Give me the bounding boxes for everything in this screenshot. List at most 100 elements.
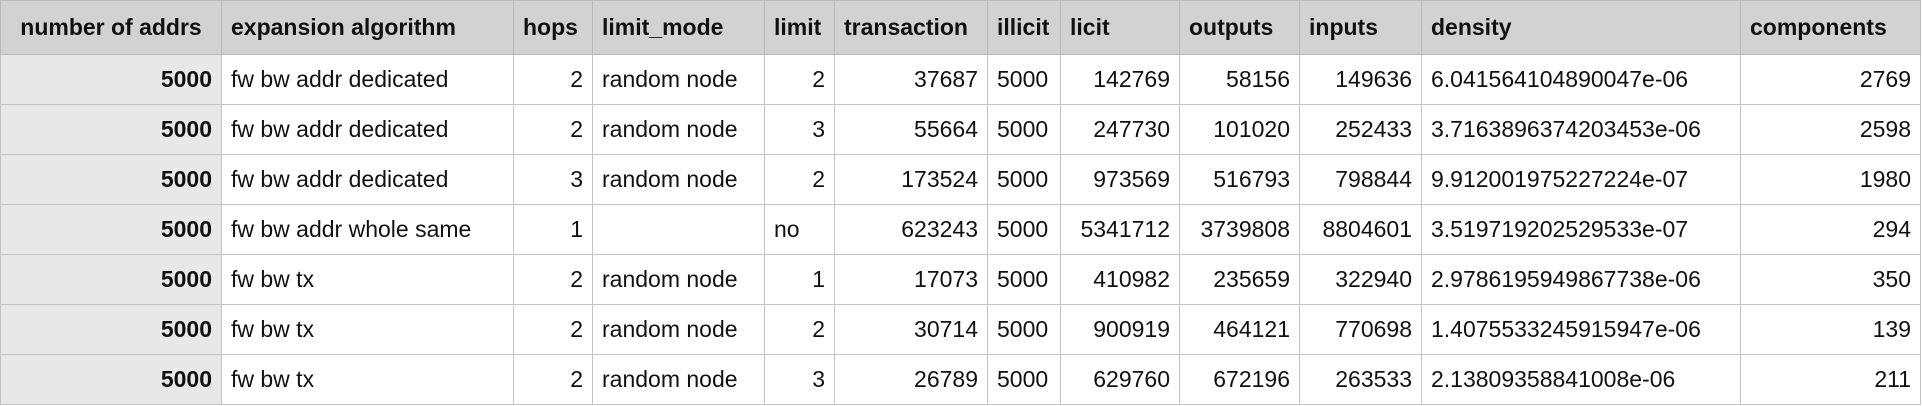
col-header-illicit[interactable]: illicit (987, 0, 1061, 55)
col-header-transaction[interactable]: transaction (834, 0, 988, 55)
cell-number-of-addrs[interactable]: 5000 (0, 104, 222, 155)
cell-licit[interactable]: 629760 (1060, 354, 1180, 405)
cell-density[interactable]: 9.912001975227224e-07 (1421, 154, 1741, 205)
cell-limit-mode[interactable]: random node (592, 354, 765, 405)
cell-density[interactable]: 2.13809358841008e-06 (1421, 354, 1741, 405)
cell-outputs[interactable]: 58156 (1179, 54, 1300, 105)
cell-expansion-algorithm[interactable]: fw bw tx (221, 254, 514, 305)
cell-inputs[interactable]: 798844 (1299, 154, 1422, 205)
cell-licit[interactable]: 973569 (1060, 154, 1180, 205)
col-header-limit-mode[interactable]: limit_mode (592, 0, 765, 55)
table-row[interactable]: 5000 fw bw tx 2 random node 3 26789 5000… (0, 354, 1921, 405)
cell-components[interactable]: 1980 (1740, 154, 1921, 205)
cell-illicit[interactable]: 5000 (987, 154, 1061, 205)
cell-inputs[interactable]: 149636 (1299, 54, 1422, 105)
cell-transaction[interactable]: 30714 (834, 304, 988, 355)
cell-components[interactable]: 211 (1740, 354, 1921, 405)
table-row[interactable]: 5000 fw bw tx 2 random node 2 30714 5000… (0, 304, 1921, 355)
cell-components[interactable]: 139 (1740, 304, 1921, 355)
col-header-inputs[interactable]: inputs (1299, 0, 1422, 55)
cell-transaction[interactable]: 26789 (834, 354, 988, 405)
col-header-expansion-algorithm[interactable]: expansion algorithm (221, 0, 514, 55)
table-row[interactable]: 5000 fw bw tx 2 random node 1 17073 5000… (0, 254, 1921, 305)
cell-limit[interactable]: 2 (764, 304, 835, 355)
cell-hops[interactable]: 2 (513, 304, 593, 355)
cell-outputs[interactable]: 3739808 (1179, 204, 1300, 255)
col-header-number-of-addrs[interactable]: number of addrs (0, 0, 222, 55)
cell-illicit[interactable]: 5000 (987, 354, 1061, 405)
cell-illicit[interactable]: 5000 (987, 254, 1061, 305)
cell-illicit[interactable]: 5000 (987, 104, 1061, 155)
cell-transaction[interactable]: 173524 (834, 154, 988, 205)
cell-number-of-addrs[interactable]: 5000 (0, 254, 222, 305)
cell-density[interactable]: 1.4075533245915947e-06 (1421, 304, 1741, 355)
cell-licit[interactable]: 247730 (1060, 104, 1180, 155)
col-header-density[interactable]: density (1421, 0, 1741, 55)
cell-transaction[interactable]: 37687 (834, 54, 988, 105)
cell-density[interactable]: 3.519719202529533e-07 (1421, 204, 1741, 255)
cell-number-of-addrs[interactable]: 5000 (0, 304, 222, 355)
cell-limit[interactable]: 3 (764, 354, 835, 405)
cell-expansion-algorithm[interactable]: fw bw addr whole same (221, 204, 514, 255)
cell-outputs[interactable]: 516793 (1179, 154, 1300, 205)
table-row[interactable]: 5000 fw bw addr dedicated 2 random node … (0, 104, 1921, 155)
cell-limit[interactable]: 2 (764, 154, 835, 205)
cell-hops[interactable]: 1 (513, 204, 593, 255)
cell-illicit[interactable]: 5000 (987, 54, 1061, 105)
cell-expansion-algorithm[interactable]: fw bw addr dedicated (221, 154, 514, 205)
cell-inputs[interactable]: 8804601 (1299, 204, 1422, 255)
cell-transaction[interactable]: 55664 (834, 104, 988, 155)
cell-components[interactable]: 294 (1740, 204, 1921, 255)
col-header-components[interactable]: components (1740, 0, 1921, 55)
table-row[interactable]: 5000 fw bw addr dedicated 3 random node … (0, 154, 1921, 205)
cell-density[interactable]: 3.7163896374203453e-06 (1421, 104, 1741, 155)
cell-components[interactable]: 2769 (1740, 54, 1921, 105)
cell-limit-mode[interactable]: random node (592, 54, 765, 105)
cell-number-of-addrs[interactable]: 5000 (0, 154, 222, 205)
cell-inputs[interactable]: 252433 (1299, 104, 1422, 155)
cell-components[interactable]: 2598 (1740, 104, 1921, 155)
cell-outputs[interactable]: 672196 (1179, 354, 1300, 405)
cell-limit-mode[interactable] (592, 204, 765, 255)
cell-inputs[interactable]: 770698 (1299, 304, 1422, 355)
cell-number-of-addrs[interactable]: 5000 (0, 54, 222, 105)
cell-hops[interactable]: 3 (513, 154, 593, 205)
cell-transaction[interactable]: 17073 (834, 254, 988, 305)
cell-licit[interactable]: 900919 (1060, 304, 1180, 355)
cell-limit[interactable]: 3 (764, 104, 835, 155)
cell-components[interactable]: 350 (1740, 254, 1921, 305)
cell-hops[interactable]: 2 (513, 354, 593, 405)
col-header-hops[interactable]: hops (513, 0, 593, 55)
cell-hops[interactable]: 2 (513, 104, 593, 155)
cell-density[interactable]: 6.041564104890047e-06 (1421, 54, 1741, 105)
cell-limit-mode[interactable]: random node (592, 104, 765, 155)
cell-hops[interactable]: 2 (513, 54, 593, 105)
table-row[interactable]: 5000 fw bw addr whole same 1 no 623243 5… (0, 204, 1921, 255)
cell-licit[interactable]: 410982 (1060, 254, 1180, 305)
cell-licit[interactable]: 142769 (1060, 54, 1180, 105)
col-header-outputs[interactable]: outputs (1179, 0, 1300, 55)
cell-density[interactable]: 2.9786195949867738e-06 (1421, 254, 1741, 305)
cell-number-of-addrs[interactable]: 5000 (0, 354, 222, 405)
cell-illicit[interactable]: 5000 (987, 204, 1061, 255)
cell-illicit[interactable]: 5000 (987, 304, 1061, 355)
cell-inputs[interactable]: 263533 (1299, 354, 1422, 405)
cell-limit[interactable]: 1 (764, 254, 835, 305)
table-row[interactable]: 5000 fw bw addr dedicated 2 random node … (0, 54, 1921, 105)
cell-limit-mode[interactable]: random node (592, 254, 765, 305)
cell-limit-mode[interactable]: random node (592, 154, 765, 205)
cell-limit-mode[interactable]: random node (592, 304, 765, 355)
cell-hops[interactable]: 2 (513, 254, 593, 305)
cell-inputs[interactable]: 322940 (1299, 254, 1422, 305)
cell-outputs[interactable]: 101020 (1179, 104, 1300, 155)
col-header-licit[interactable]: licit (1060, 0, 1180, 55)
cell-limit[interactable]: no (764, 204, 835, 255)
cell-expansion-algorithm[interactable]: fw bw addr dedicated (221, 104, 514, 155)
cell-expansion-algorithm[interactable]: fw bw tx (221, 354, 514, 405)
cell-outputs[interactable]: 235659 (1179, 254, 1300, 305)
cell-expansion-algorithm[interactable]: fw bw tx (221, 304, 514, 355)
cell-outputs[interactable]: 464121 (1179, 304, 1300, 355)
cell-limit[interactable]: 2 (764, 54, 835, 105)
cell-number-of-addrs[interactable]: 5000 (0, 204, 222, 255)
cell-transaction[interactable]: 623243 (834, 204, 988, 255)
